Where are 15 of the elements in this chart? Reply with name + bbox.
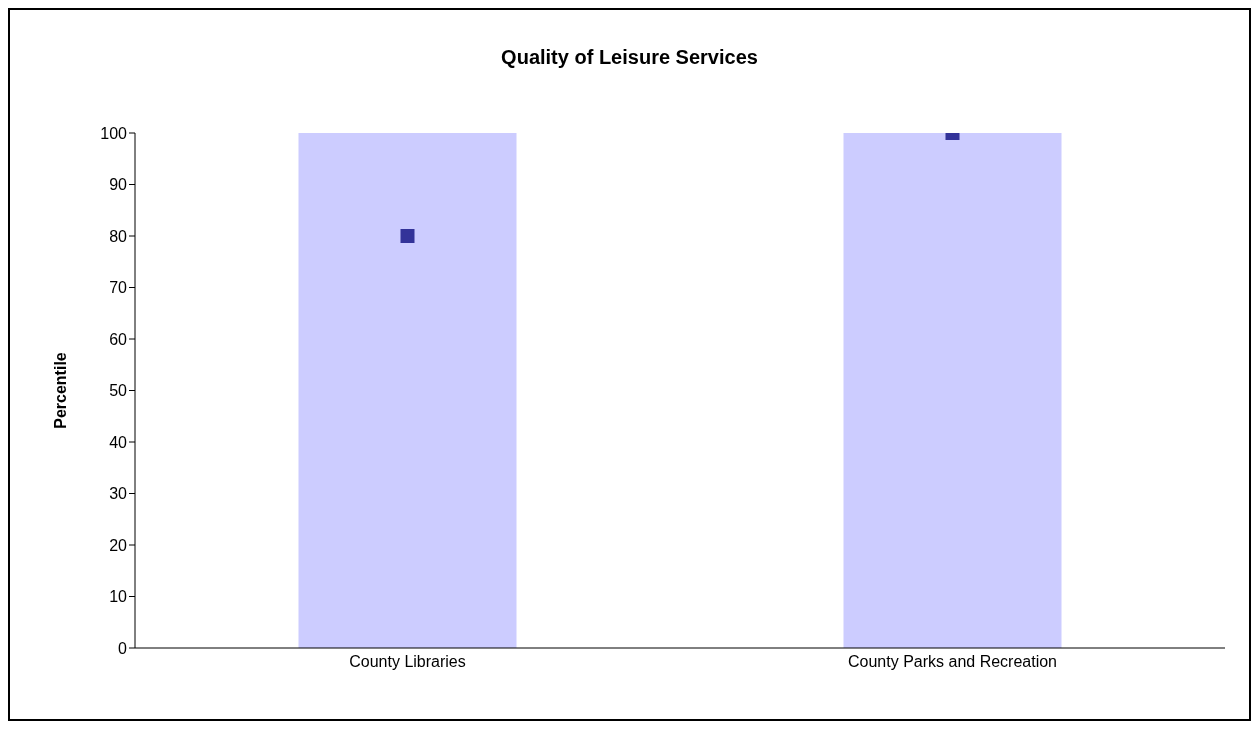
y-tick-label: 90 — [109, 176, 128, 194]
y-tick-label: 100 — [100, 124, 128, 142]
y-tick-label: 30 — [109, 485, 128, 503]
y-tick-label: 40 — [109, 433, 128, 451]
y-tick-label: 10 — [109, 588, 128, 606]
y-tick-label: 20 — [109, 536, 128, 554]
y-tick-label: 80 — [109, 227, 128, 245]
y-tick-label: 0 — [118, 639, 128, 657]
y-axis-title: Percentile — [51, 352, 69, 429]
chart-title: Quality of Leisure Services — [500, 46, 759, 69]
x-tick-label: County Libraries — [349, 653, 466, 671]
y-tick-label: 50 — [109, 382, 128, 400]
x-tick-label: County Parks and Recreation — [848, 653, 1057, 671]
y-tick-label: 70 — [109, 279, 128, 297]
y-tick-label: 60 — [109, 330, 128, 348]
